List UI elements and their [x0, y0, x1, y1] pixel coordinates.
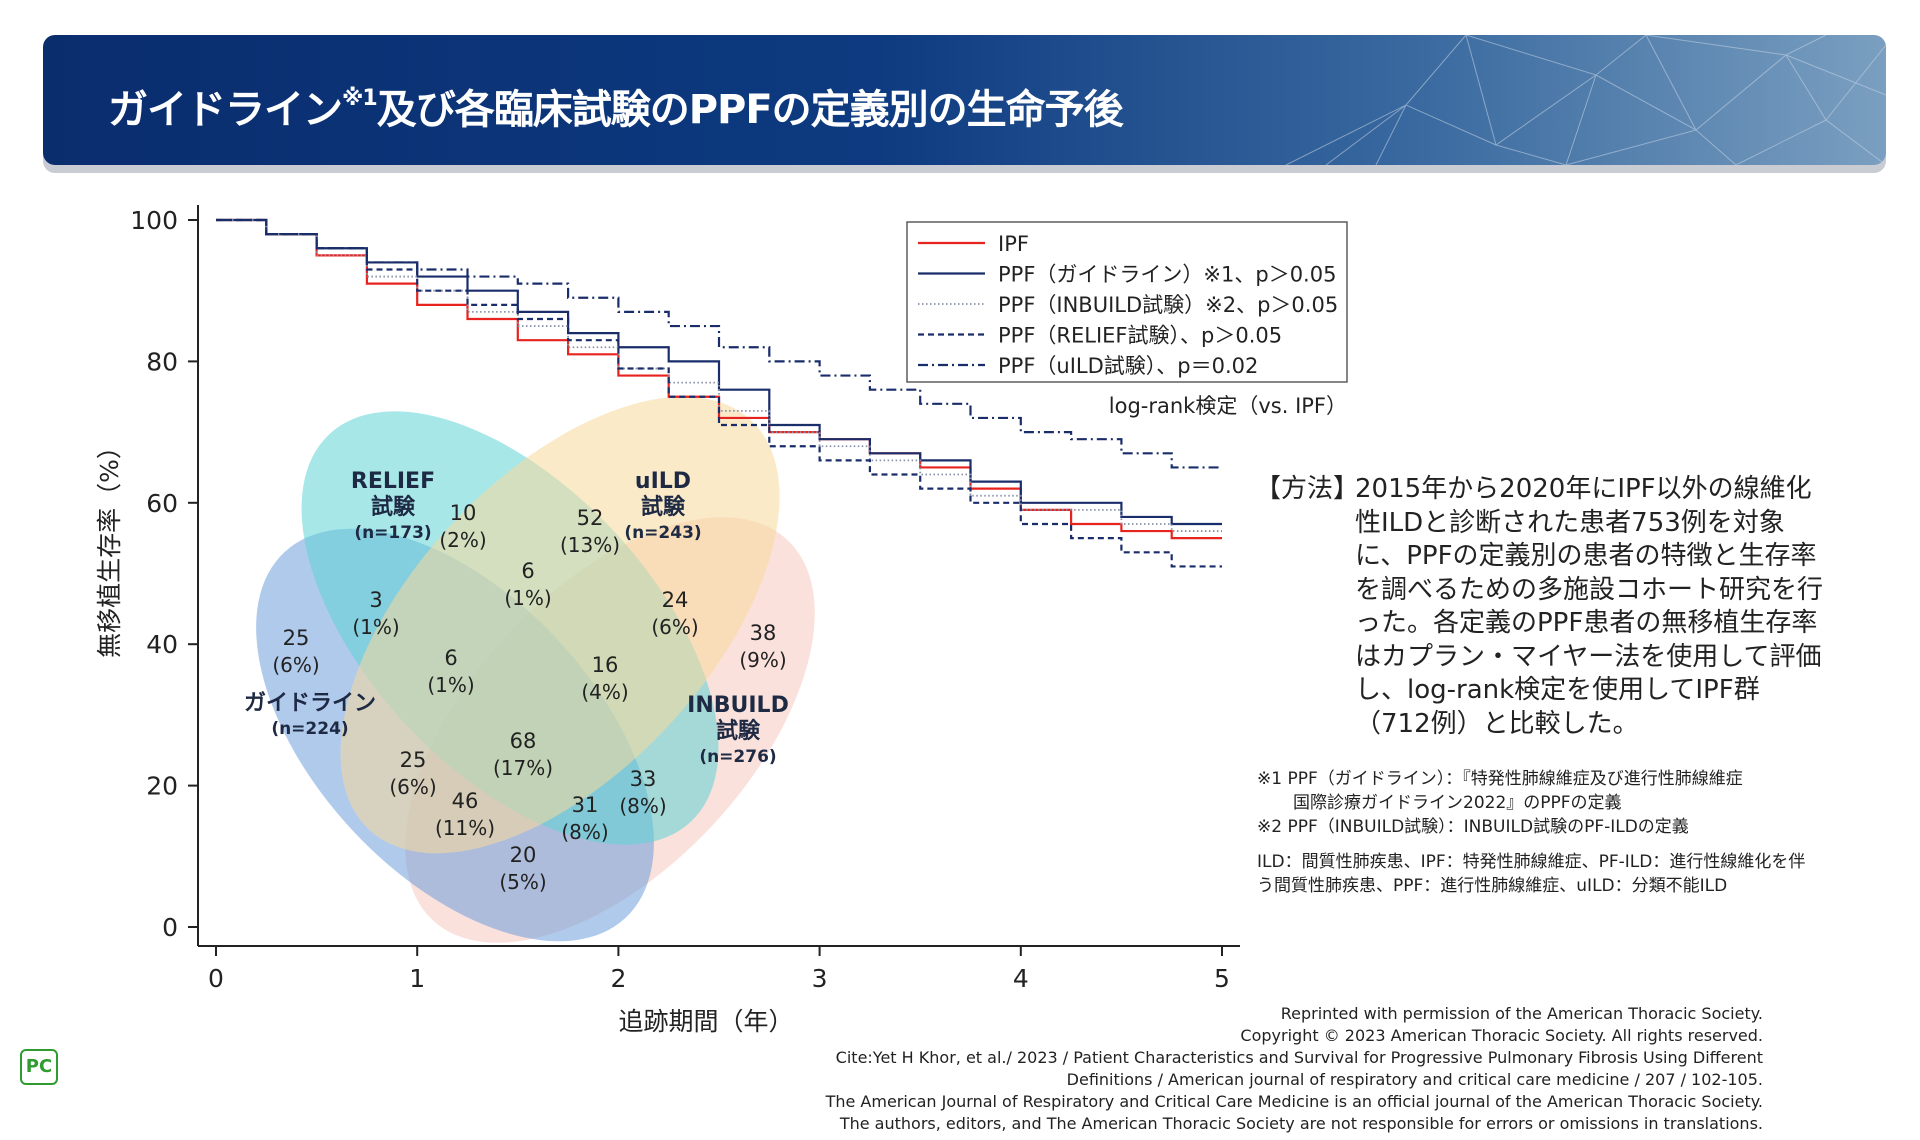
venn-label-relief: 試験: [371, 494, 416, 520]
venn-count-relief-guideline: 3: [369, 588, 382, 612]
venn-pct-inbuild-guideline-lower: (5%): [499, 870, 546, 894]
venn-pct-relief-inbuild: (8%): [619, 794, 666, 818]
method-label: 【方法】: [1255, 474, 1360, 504]
y-tick-label: 40: [146, 630, 178, 659]
venn-n-guideline: (n=224): [271, 719, 348, 739]
venn-pct-inbuild-only: (9%): [739, 648, 786, 672]
credit-line-4: Definitions / American journal of respir…: [1066, 1070, 1763, 1089]
venn-count-relief-inbuild: 33: [630, 767, 657, 791]
venn-label-inbuild: INBUILD: [687, 693, 789, 718]
venn-pct-inbuild-guideline: (11%): [435, 816, 495, 840]
venn-pct-guideline-only: (6%): [272, 653, 319, 677]
venn-pct-relief-guideline: (1%): [352, 615, 399, 639]
x-tick-label: 1: [409, 964, 425, 993]
x-tick-label: 4: [1013, 964, 1029, 993]
venn-n-relief: (n=173): [354, 523, 431, 543]
venn-count-relief-uild-guideline: 6: [444, 646, 457, 670]
venn-pct-relief-uild-inbuild: (4%): [581, 680, 628, 704]
venn-set-uild: [340, 396, 780, 854]
legend-label-IPF: IPF: [998, 232, 1029, 256]
legend-note: log-rank検定（vs. IPF）: [1109, 394, 1347, 418]
page-title: ガイドライン※1及び各臨床試験のPPFの定義別の生命予後: [108, 86, 1124, 133]
x-tick-label: 2: [610, 964, 626, 993]
credit-line-6: The authors, editors, and The American T…: [839, 1114, 1763, 1133]
credit-line-1: Reprinted with permission of the America…: [1280, 1004, 1763, 1023]
venn-pct-relief-uild: (1%): [504, 586, 551, 610]
venn-count-uild-inbuild: 24: [662, 588, 689, 612]
footnotes: ※1 PPF（ガイドライン）：『特発性肺線維症及び進行性肺線維症 国際診療ガイド…: [1257, 767, 1817, 839]
series-line-PPF-uILD: [216, 218, 1222, 469]
note-2: ※2 PPF（INBUILD試験）：INBUILD試験のPF-ILDの定義: [1257, 817, 1689, 837]
y-tick-label: 0: [162, 913, 178, 942]
venn-label-relief: RELIEF: [351, 469, 435, 494]
venn-count-relief-uild-inbuild: 16: [592, 653, 619, 677]
venn-pct-relief-only: (2%): [439, 528, 486, 552]
legend-label-PPF-uILD: PPF（uILD試験）、p＝0.02: [998, 354, 1258, 378]
chart-axes: 0 20 40 60 80 100 0 1 2 3 4 5 追跡期間（年） 無移植生存率（%）: [95, 205, 1240, 1036]
venn-count-relief-uild: 6: [521, 559, 534, 583]
x-tick-label: 3: [812, 964, 828, 993]
x-tick-label: 0: [208, 964, 224, 993]
venn-count-inbuild-only: 38: [750, 621, 777, 645]
credit-line-5: The American Journal of Respiratory and …: [825, 1092, 1763, 1111]
x-axis-title: 追跡期間（年）: [618, 1007, 793, 1036]
venn-diagram: RELIEF試験(n=173)uILD試験(n=243)INBUILD試験(n=…: [244, 396, 815, 943]
venn-count-guideline-only: 25: [283, 626, 310, 650]
note-1-line-1: ※1 PPF（ガイドライン）：『特発性肺線維症及び進行性肺線維症: [1257, 769, 1743, 789]
abbreviations: ILD：間質性肺疾患、IPF：特発性肺線維症、PF-ILD：進行性線維化を伴う間…: [1257, 852, 1806, 896]
y-tick-label: 60: [146, 489, 178, 518]
venn-count-inbuild-guideline: 46: [452, 789, 479, 813]
y-tick-label: 20: [146, 772, 178, 801]
legend-box: [906, 221, 1348, 383]
credit-line-3: Cite:Yet H Khor, et al./ 2023 / Patient …: [835, 1048, 1763, 1067]
venn-pct-relief-uild-guideline: (1%): [427, 673, 474, 697]
venn-count-uild-only: 52: [577, 506, 604, 530]
venn-count-relief-only: 10: [450, 501, 477, 525]
venn-label-guideline: ガイドライン: [244, 691, 376, 716]
venn-count-uild-inbuild-guideline: 31: [572, 793, 599, 817]
pc-logo: PC: [20, 1049, 58, 1085]
y-axis-title: 無移植生存率（%）: [95, 434, 124, 658]
series-line-PPF-INBUILD: [216, 219, 1222, 532]
venn-label-uild: 試験: [641, 494, 686, 520]
credits: Reprinted with permission of the America…: [826, 1003, 1763, 1135]
venn-label-uild: uILD: [635, 469, 691, 494]
mesh-decoration: [1285, 35, 1886, 165]
method-text: 2015年から2020年にIPF以外の線維化性ILDと診断された患者753例を対…: [1355, 474, 1824, 739]
legend-label-PPF-guideline: PPF（ガイドライン）※1、p＞0.05: [998, 263, 1336, 287]
y-tick-label: 100: [130, 206, 178, 235]
method-block: 【方法】 2015年から2020年にIPF以外の線維化性ILDと診断された患者7…: [1255, 473, 1835, 741]
chart-series: [216, 218, 1222, 568]
venn-n-uild: (n=243): [624, 523, 701, 543]
legend-label-PPF-INBUILD: PPF（INBUILD試験）※2、p＞0.05: [998, 293, 1338, 317]
venn-pct-uild-inbuild: (6%): [651, 615, 698, 639]
venn-n-inbuild: (n=276): [699, 747, 776, 767]
x-tick-label: 5: [1214, 964, 1230, 993]
venn-label-inbuild: 試験: [716, 718, 761, 744]
credit-line-2: Copyright © 2023 American Thoracic Socie…: [1240, 1026, 1763, 1045]
venn-count-relief-inbuild-guideline: 25: [400, 748, 427, 772]
venn-pct-uild-only: (13%): [560, 533, 620, 557]
legend-label-PPF-RELIEF: PPF（RELIEF試験）、p＞0.05: [998, 324, 1282, 348]
venn-count-inbuild-guideline-lower: 20: [510, 843, 537, 867]
chart-legend: IPF PPF（ガイドライン）※1、p＞0.05 PPF（INBUILD試験）※2、…: [906, 221, 1348, 418]
series-line-PPF-RELIEF: [216, 218, 1222, 568]
venn-pct-relief-inbuild-guideline: (6%): [389, 775, 436, 799]
venn-count-all-four: 68: [510, 729, 537, 753]
venn-pct-uild-inbuild-guideline: (8%): [561, 820, 608, 844]
venn-pct-all-four: (17%): [493, 756, 553, 780]
y-tick-label: 80: [146, 347, 178, 376]
note-1-line-2: 国際診療ガイドライン2022』のPPFの定義: [1293, 793, 1622, 813]
title-banner: ガイドライン※1及び各臨床試験のPPFの定義別の生命予後: [43, 35, 1886, 165]
